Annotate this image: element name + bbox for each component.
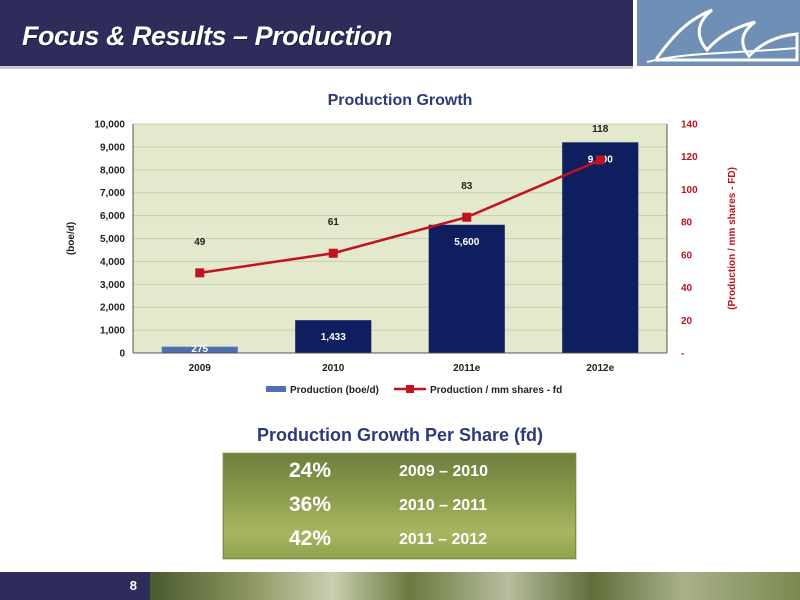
bar-value-label: 1,433 [321,332,346,343]
line-point [595,155,605,165]
page-number-label: 8 [129,578,137,593]
bar-value-label: 275 [191,344,208,355]
line-path [199,158,601,275]
y-tick-label: 2,000 [100,303,125,314]
page-title: Focus & Results – Production [22,21,393,51]
y-tick-label: 9,000 [100,142,125,153]
y-axis-title: (boe/d) [66,222,77,255]
line-point [462,212,472,222]
y2-axis-title: (Production / mm shares - FD) [727,167,738,310]
growth-period: 2011 – 2012 [399,531,488,548]
chart-title: Production Growth [327,92,473,109]
y-tick-label: 3,000 [100,280,125,291]
chart-legend: Production (boe/d) Production / mm shares… [266,385,562,396]
growth-period: 2010 – 2011 [399,497,488,514]
growth-table: 24% 2009 – 2010 36% 2010 – 2011 42% 2011… [222,452,577,560]
header-divider [0,66,633,69]
footer-landscape-image [150,572,800,600]
y-tick-label: 4,000 [100,257,125,268]
growth-row: 42% 2011 – 2012 [223,527,576,557]
y2-tick-label: 140 [681,120,698,131]
x-tick-label: 2012e [586,363,614,374]
line-point [195,268,205,278]
growth-percent: 36% [289,493,332,516]
bar [295,320,372,353]
y2-tick-label: 100 [681,185,698,196]
bar [562,142,639,353]
growth-percent: 24% [289,459,332,482]
company-logo [637,0,800,66]
y2-tick-label: 20 [681,316,693,327]
header-bar: Focus & Results – Production [0,0,633,66]
bar [161,346,238,353]
y-tick-label: 8,000 [100,165,125,176]
bar [428,224,505,353]
y-tick-label: 1,000 [100,326,125,337]
x-tick-label: 2010 [322,363,345,374]
page-number: 8 [0,572,147,600]
bar-value-label: 5,600 [454,237,479,248]
axes: 0 1,000 2,000 3,000 4,000 5,000 6,000 7,000 8,00… [66,120,738,375]
line-series: 49 61 83 118 [194,124,609,278]
line-value-label: 61 [328,217,340,228]
y2-tick-label: 80 [681,218,693,229]
y-tick-label: 10,000 [94,120,125,131]
legend-swatch-marker [406,385,414,393]
growth-title: Production Growth Per Share (fd) [256,425,543,445]
y2-tick-label: - [681,349,684,360]
growth-percent: 42% [289,527,332,550]
line-point [328,248,338,258]
wave-logo-icon [646,8,799,63]
y2-tick-label: 40 [681,283,693,294]
y-tick-label: 0 [119,349,125,360]
y-tick-label: 5,000 [100,234,125,245]
legend-swatch-bar [266,386,286,392]
y-tick-label: 6,000 [100,211,125,222]
growth-row: 24% 2009 – 2010 [223,459,576,489]
growth-row: 36% 2010 – 2011 [223,493,576,523]
line-value-label: 118 [592,124,609,135]
y2-tick-label: 120 [681,152,698,163]
legend-label: Production / mm shares - fd [430,385,562,396]
x-tick-label: 2011e [453,363,481,374]
line-value-label: 49 [194,237,206,248]
x-tick-label: 2009 [189,363,212,374]
y2-tick-label: 60 [681,250,693,261]
y-tick-label: 7,000 [100,188,125,199]
legend-label: Production (boe/d) [290,385,379,396]
line-value-label: 83 [461,181,473,192]
growth-period: 2009 – 2010 [399,463,488,480]
